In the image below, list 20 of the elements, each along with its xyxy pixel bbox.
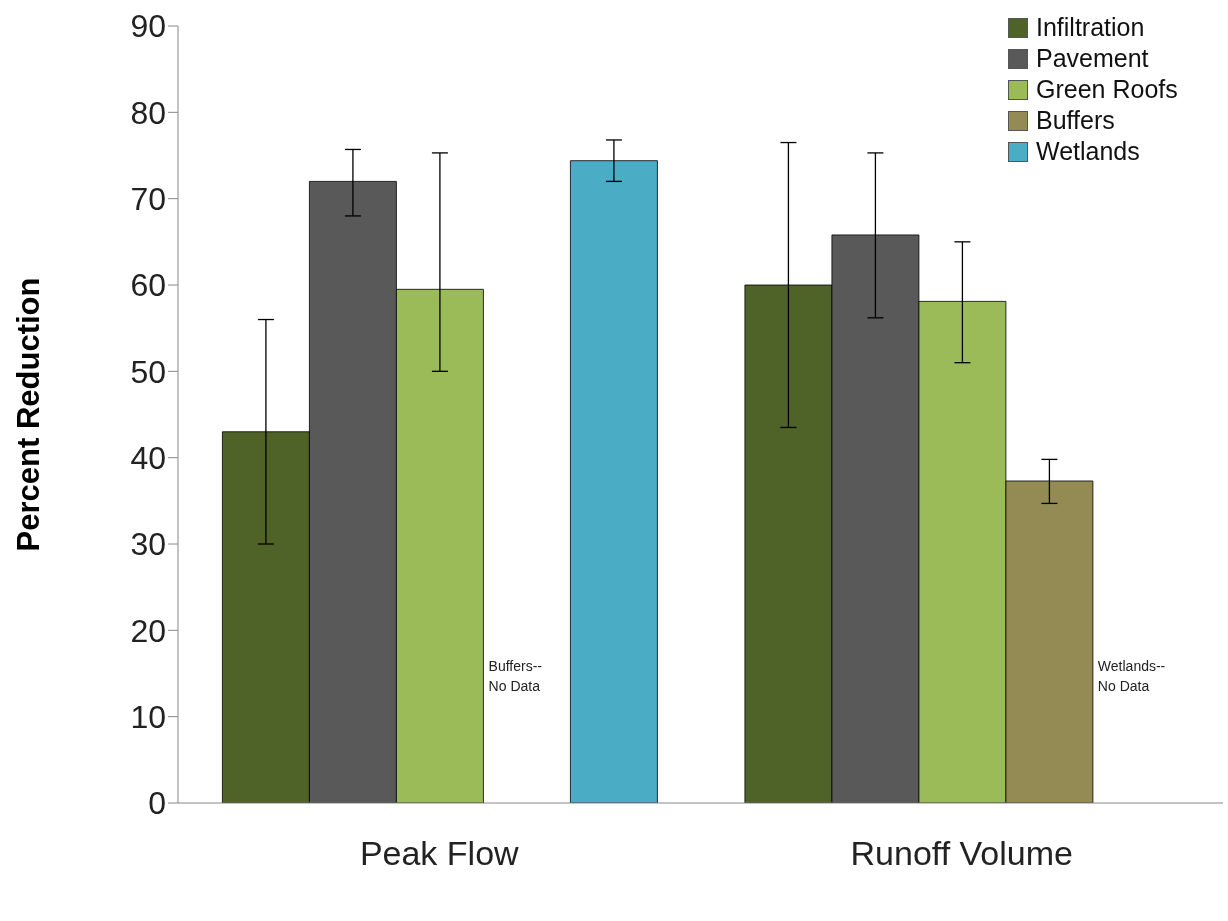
y-tick-label: 30: [130, 526, 166, 563]
y-tick-label: 90: [130, 8, 166, 45]
y-tick-label: 70: [130, 181, 166, 218]
y-tick-label: 60: [130, 267, 166, 304]
legend-label: Pavement: [1036, 44, 1149, 73]
y-axis-title: Percent Reduction: [11, 277, 47, 552]
y-tick-label: 0: [148, 785, 166, 822]
y-tick-label: 40: [130, 440, 166, 477]
annotation: Wetlands-- No Data: [1097, 657, 1166, 697]
legend-label: Wetlands: [1036, 137, 1140, 166]
legend-label: Buffers: [1036, 106, 1115, 135]
annotation: Buffers-- No Data: [488, 657, 543, 697]
x-tick-label: Runoff Volume: [850, 834, 1073, 873]
y-tick-label: 10: [130, 699, 166, 736]
y-tick-label: 80: [130, 94, 166, 131]
y-tick-label: 20: [130, 612, 166, 649]
legend-label: Infiltration: [1036, 13, 1145, 42]
y-tick-label: 50: [130, 353, 166, 390]
x-tick-label: Peak Flow: [359, 834, 520, 873]
legend-label: Green Roofs: [1036, 75, 1178, 104]
